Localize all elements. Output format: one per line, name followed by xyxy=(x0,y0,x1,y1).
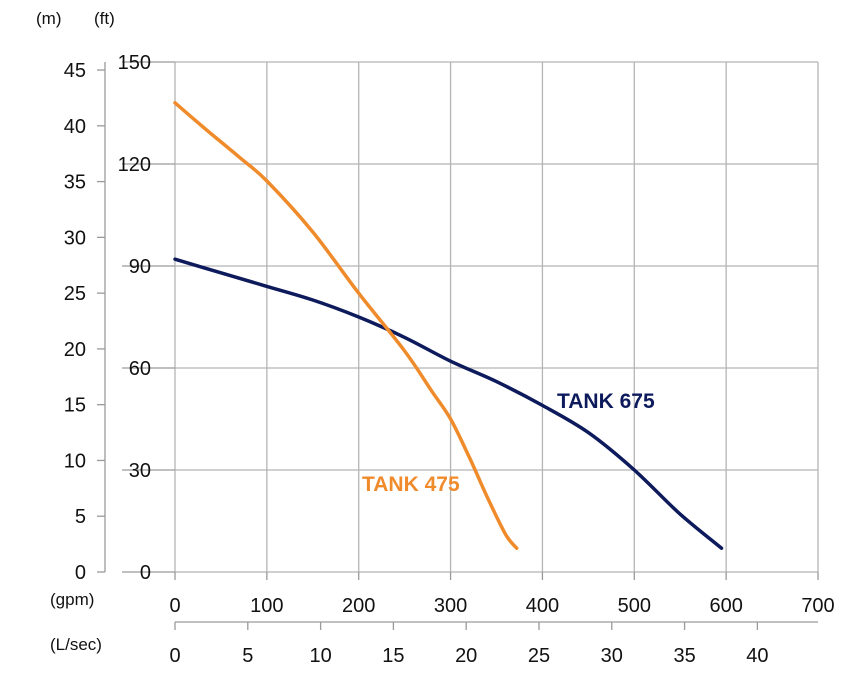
y-ft-tick-label: 120 xyxy=(118,154,151,176)
y-m-tick-label: 30 xyxy=(64,227,86,249)
y-m-tick-label: 40 xyxy=(64,116,86,138)
y-m-tick-label: 25 xyxy=(64,283,86,305)
x-lsec-tick-label: 0 xyxy=(169,645,180,667)
y-m-tick-label: 20 xyxy=(64,339,86,361)
x-lsec-tick-label: 30 xyxy=(601,645,623,667)
series-line-tank-675 xyxy=(173,257,724,550)
x-lsec-tick-label: 35 xyxy=(673,645,695,667)
labels: TANK 675 TANK 475 xyxy=(362,390,655,496)
y-ft-tick-label: 90 xyxy=(129,256,151,278)
unit-label-lsec: (L/sec) xyxy=(50,635,102,654)
y-m-tick-label: 0 xyxy=(75,562,86,584)
x-gpm-tick-label: 500 xyxy=(618,595,651,617)
x-gpm-tick-label: 200 xyxy=(342,595,375,617)
x-gpm-tick-label: 400 xyxy=(526,595,559,617)
x-gpm-tick-label: 0 xyxy=(169,595,180,617)
y-ft-tick-label: 60 xyxy=(129,358,151,380)
y-m-tick-label: 45 xyxy=(64,60,86,82)
y-m-tick-label: 10 xyxy=(64,450,86,472)
series-line-tank-475 xyxy=(173,101,519,550)
y-m-tick-label: 15 xyxy=(64,395,86,417)
unit-label-gpm: (gpm) xyxy=(50,590,94,609)
x-lsec-tick-label: 25 xyxy=(528,645,550,667)
x-lsec-tick-label: 5 xyxy=(242,645,253,667)
x-lsec-tick-label: 15 xyxy=(382,645,404,667)
series-layer xyxy=(173,101,724,550)
x-lsec-tick-label: 10 xyxy=(309,645,331,667)
y-ft-tick-label: 150 xyxy=(118,52,151,74)
x-gpm-tick-label: 300 xyxy=(434,595,467,617)
y-ft-tick-label: 0 xyxy=(140,562,151,584)
unit-label-m: (m) xyxy=(36,9,61,28)
x-gpm-tick-label: 100 xyxy=(250,595,283,617)
y-m-tick-label: 5 xyxy=(75,506,86,528)
series-label-tank-475: TANK 475 xyxy=(362,473,460,496)
x-lsec-tick-label: 40 xyxy=(746,645,768,667)
x-gpm-tick-label: 700 xyxy=(801,595,834,617)
y-m-tick-label: 35 xyxy=(64,172,86,194)
series-label-tank-675: TANK 675 xyxy=(557,390,655,413)
unit-label-ft: (ft) xyxy=(94,9,115,28)
x-lsec-tick-label: 20 xyxy=(455,645,477,667)
grid xyxy=(174,61,819,573)
x-gpm-tick-label: 600 xyxy=(709,595,742,617)
y-ft-tick-label: 30 xyxy=(129,460,151,482)
